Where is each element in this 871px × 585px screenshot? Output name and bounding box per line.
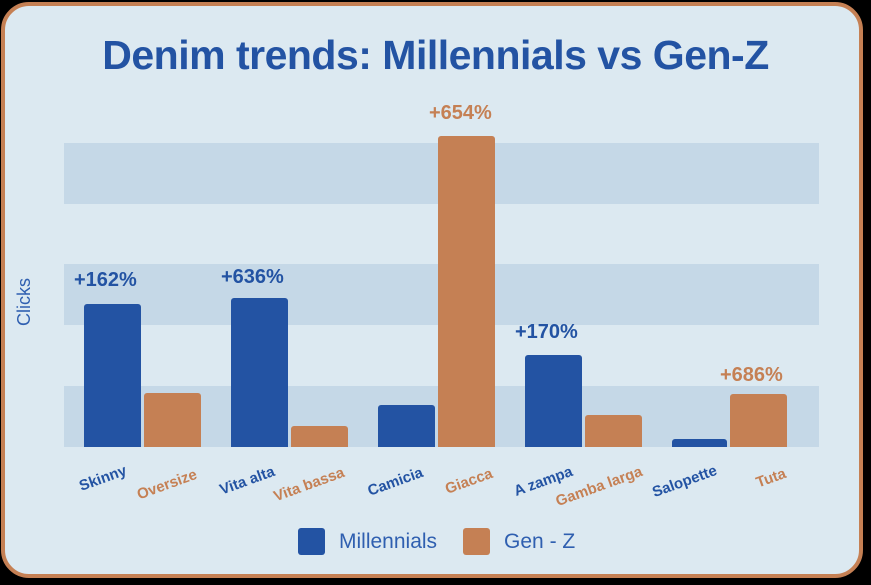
bar-giacca [438, 136, 495, 447]
bar-skinny [84, 304, 141, 447]
legend-label-genz: Gen - Z [504, 529, 576, 553]
annotation-vita-alta: +636% [221, 266, 284, 288]
legend-swatch-genz [463, 528, 491, 555]
bar-gamba-larga [585, 415, 642, 447]
chart-title: Denim trends: Millennials vs Gen-Z [102, 32, 769, 78]
bar-vita-alta [231, 298, 288, 447]
bar-tuta [730, 394, 787, 447]
annotation-a-zampa: +170% [515, 321, 578, 343]
bar-vita-bassa [291, 426, 348, 447]
annotation-giacca: +654% [429, 102, 492, 124]
annotation-tuta: +686% [720, 364, 783, 386]
y-axis-label: Clicks [14, 278, 34, 326]
legend-swatch-millennials [298, 528, 325, 555]
bar-camicia [378, 405, 435, 447]
bar-oversize [144, 393, 201, 447]
bar-a-zampa [525, 355, 582, 447]
legend-label-millennials: Millennials [339, 529, 438, 553]
legend: Millennials Gen - Z [298, 528, 601, 555]
annotation-skinny: +162% [74, 269, 137, 291]
bar-salopette [672, 439, 727, 447]
